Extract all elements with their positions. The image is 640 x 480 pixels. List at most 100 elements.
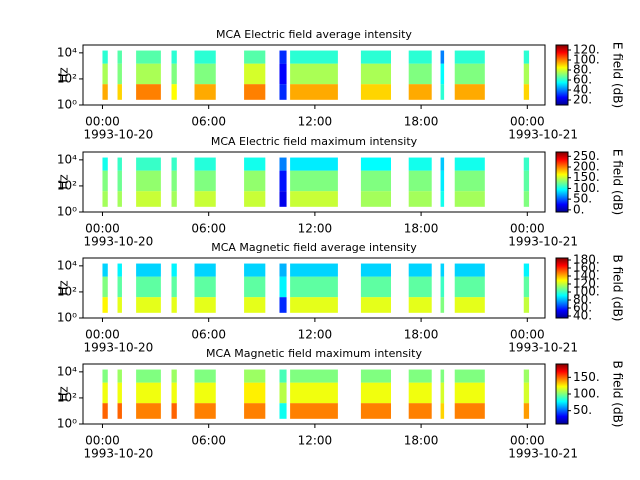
spectrogram-cell (408, 369, 432, 383)
spectrogram-cell (244, 191, 266, 207)
x-tick-label: 00:00 (85, 434, 120, 448)
spectrogram-cell (290, 403, 338, 419)
x-tick-label: 06:00 (191, 222, 226, 236)
spectrogram-cell (102, 191, 108, 207)
spectrogram-cell (523, 297, 530, 313)
spectrogram-cell (360, 191, 391, 207)
colorbar-tick-label: 150. (573, 370, 600, 384)
spectrogram-cell (408, 276, 432, 298)
spectrogram-cell (102, 403, 108, 419)
spectrogram-cell (279, 170, 287, 192)
spectrogram-cell (117, 276, 122, 298)
colorbar-tick-label: 80. (573, 63, 592, 77)
spectrogram-cell (360, 170, 391, 192)
spectrogram-cell (136, 84, 161, 100)
spectrogram-cell (171, 403, 177, 419)
spectrogram-cell (440, 369, 445, 383)
spectrogram-cell (454, 382, 485, 404)
spectrogram-cell (360, 84, 391, 100)
spectrogram-cell (290, 297, 338, 313)
spectrogram-cell (194, 403, 216, 419)
spectrogram-cell (290, 382, 338, 404)
y-axis-label: Hz (57, 280, 71, 295)
spectrogram-cell (523, 170, 530, 192)
spectrogram-cell (171, 170, 177, 192)
x-tick-label: 06:00 (191, 115, 226, 129)
spectrogram-cell (136, 191, 161, 207)
x-tick-label: 00:00 (85, 328, 120, 342)
colorbar-tick-label: 120. (573, 43, 600, 57)
spectrogram-cell (454, 63, 485, 85)
spectrogram-cell (102, 263, 108, 277)
spectrogram-cell (171, 84, 177, 100)
colorbar-tick-label: 200. (573, 160, 600, 174)
spectrogram-cell (171, 157, 177, 171)
spectrogram-cell (454, 170, 485, 192)
spectrogram-cell (279, 63, 287, 85)
spectrogram-cell (279, 263, 287, 277)
colorbar-tick-label: 0. (573, 202, 584, 216)
spectrogram-cell (194, 191, 216, 207)
date-label: 1993-10-21 (508, 235, 578, 249)
spectrogram-cell (360, 157, 391, 171)
spectrogram-cell (360, 263, 391, 277)
spectrogram-cell (440, 50, 445, 64)
spectrogram-cell (171, 63, 177, 85)
spectrogram-cell (454, 276, 485, 298)
spectrogram-cell (194, 170, 216, 192)
x-tick-label: 12:00 (298, 222, 333, 236)
x-tick-label: 00:00 (510, 328, 545, 342)
x-tick-label: 18:00 (404, 115, 439, 129)
x-tick-label: 12:00 (298, 434, 333, 448)
spectrogram-cell (194, 63, 216, 85)
spectrogram-cell (102, 382, 108, 404)
spectrogram-cell (454, 369, 485, 383)
panel-title: MCA Magnetic field maximum intensity (206, 347, 422, 360)
spectrogram-cell (408, 84, 432, 100)
colorbar-label: E field (dB) (611, 149, 625, 215)
date-label: 1993-10-20 (83, 128, 153, 142)
spectrogram-cell (440, 263, 445, 277)
spectrogram-cell (454, 297, 485, 313)
colorbar-tick-label: 50. (573, 403, 592, 417)
colorbar-tick-label: 100. (573, 181, 600, 195)
spectrogram-cell (171, 382, 177, 404)
spectrogram-cell (194, 297, 216, 313)
colorbar-tick-label: 20. (573, 93, 592, 107)
spectrogram-cell (171, 50, 177, 64)
colorbar-tick-label: 50. (573, 192, 592, 206)
spectrogram-cell (117, 170, 122, 192)
y-tick-label: 10² (57, 71, 77, 85)
y-tick-label: 10² (57, 178, 77, 192)
x-tick-label: 18:00 (404, 328, 439, 342)
spectrogram-cell (136, 369, 161, 383)
colorbar-tick-label: 120. (573, 277, 600, 291)
spectrogram-cell (244, 263, 266, 277)
x-tick-label: 00:00 (510, 222, 545, 236)
spectrogram-cell (171, 297, 177, 313)
spectrogram-cell (117, 84, 122, 100)
spectrogram-cell (279, 50, 287, 64)
spectrogram-cell (244, 170, 266, 192)
spectrogram-cell (244, 297, 266, 313)
spectrogram-cell (408, 63, 432, 85)
spectrogram-cell (171, 191, 177, 207)
spectrogram-cell (171, 369, 177, 383)
spectrogram-cell (408, 191, 432, 207)
spectrogram-cell (194, 50, 216, 64)
spectrogram-cell (117, 157, 122, 171)
spectrogram-cell (440, 84, 445, 100)
colorbar (555, 257, 569, 319)
spectrogram-cell (523, 382, 530, 404)
colorbar (555, 44, 569, 106)
spectrogram-cell (408, 157, 432, 171)
spectrogram-cell (244, 403, 266, 419)
spectrogram-cell (194, 369, 216, 383)
panel-title: MCA Electric field average intensity (216, 28, 412, 41)
spectrogram-cell (117, 403, 122, 419)
date-label: 1993-10-20 (83, 235, 153, 249)
colorbar-tick-label: 40. (573, 83, 592, 97)
spectrogram-cell (360, 50, 391, 64)
spectrogram-cell (136, 157, 161, 171)
